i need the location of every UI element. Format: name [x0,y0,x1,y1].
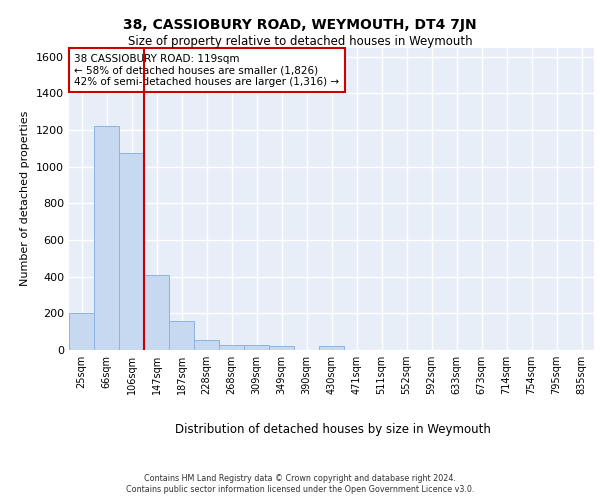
Text: Distribution of detached houses by size in Weymouth: Distribution of detached houses by size … [175,422,491,436]
Bar [169,320,194,350]
Bar [319,346,344,350]
Bar [244,346,269,350]
Bar [219,344,244,350]
Y-axis label: Number of detached properties: Number of detached properties [20,111,31,286]
Bar [269,346,294,350]
Bar [94,126,119,350]
Text: 38, CASSIOBURY ROAD, WEYMOUTH, DT4 7JN: 38, CASSIOBURY ROAD, WEYMOUTH, DT4 7JN [123,18,477,32]
Text: Size of property relative to detached houses in Weymouth: Size of property relative to detached ho… [128,35,472,48]
Bar [69,314,94,350]
Bar [194,340,219,350]
Text: 38 CASSIOBURY ROAD: 119sqm
← 58% of detached houses are smaller (1,826)
42% of s: 38 CASSIOBURY ROAD: 119sqm ← 58% of deta… [74,54,340,87]
Bar [119,153,144,350]
Text: Contains HM Land Registry data © Crown copyright and database right 2024.
Contai: Contains HM Land Registry data © Crown c… [126,474,474,494]
Bar [144,275,169,350]
